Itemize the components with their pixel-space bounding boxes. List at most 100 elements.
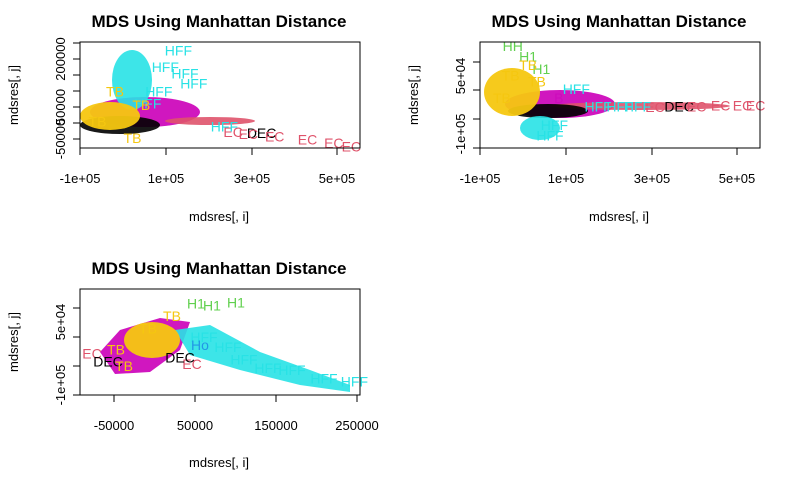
panel-3-cyan-cluster	[175, 325, 350, 392]
panel-2-y-axis-title: mdsres[, j]	[406, 65, 421, 125]
panel-1-x-tick-label: 5e+05	[319, 171, 356, 186]
panel-1-clouds	[80, 50, 255, 134]
panel-2-y-tick-label: 5e+04	[453, 58, 468, 95]
panel-1-red-streak	[165, 117, 255, 125]
panel-2-point-label: HFF	[584, 98, 611, 114]
panel-2-point-label: B	[554, 90, 563, 106]
panel-3-x-tick-label: 250000	[335, 418, 378, 433]
panel-2-cyan-cluster	[520, 116, 560, 140]
panel-3-point-label: H1	[187, 296, 205, 312]
panel-1-cyan-cluster	[112, 50, 152, 110]
panel-1-x-axis: -1e+05 1e+05 3e+05 5e+05	[60, 147, 356, 186]
panel-3-x-tick-label: -50000	[94, 418, 134, 433]
panel-2-point-label: EC	[687, 98, 706, 114]
panel-2-x-tick-label: 1e+05	[548, 171, 585, 186]
panel-1-x-tick-label: 1e+05	[148, 171, 185, 186]
panel-3-y-axis: -1e+05 5e+04	[53, 304, 81, 406]
panel-2-point-label: HFF	[536, 128, 563, 144]
panel-2-x-tick-label: -1e+05	[460, 171, 501, 186]
panel-3-point-label: HFF	[254, 360, 281, 376]
panel-3-point-label: TB	[115, 358, 133, 374]
panel-3-point-label: DEC	[93, 354, 123, 370]
panel-2-y-tick-label: -1e+05	[453, 114, 468, 155]
panel-1-x-tick-label: 3e+05	[234, 171, 271, 186]
panel-1-point-label: TB	[124, 130, 142, 146]
panel-2-point-label: TB	[528, 74, 546, 90]
panel-2-point-label: H1	[532, 61, 550, 77]
panel-1-point-label: EC	[298, 132, 317, 148]
panel-3-title: MDS Using Manhattan Distance	[91, 259, 346, 278]
panel-3-point-label: TB	[139, 321, 157, 337]
panel-1-y-tick-label: -50000	[53, 119, 68, 159]
panel-3-point-label: EC	[82, 345, 101, 361]
panel-2-title: MDS Using Manhattan Distance	[491, 12, 746, 31]
panel-1-y-axis-title: mdsres[, j]	[6, 65, 21, 125]
panel-2-point-label: EC	[645, 99, 664, 115]
panel-2-point-label: DEC	[664, 98, 694, 114]
panel-2-point-label: HFF	[624, 98, 651, 114]
panel-2-x-axis-title: mdsres[, i]	[589, 209, 649, 224]
panel-2-point-label: HFF	[563, 81, 590, 97]
panel-2-point-label: TB	[519, 57, 537, 73]
panel-1-point-label: EC	[324, 135, 343, 151]
panel-3-y-tick-label: -1e+05	[53, 365, 68, 406]
panel-1-point-label: TB	[106, 84, 124, 100]
panel-1-title: MDS Using Manhattan Distance	[91, 12, 346, 31]
panel-3-point-label: EC	[182, 356, 201, 372]
panel-2-gold-cluster	[484, 68, 540, 116]
panel-3-point-label: HFF	[230, 352, 257, 368]
panel-3-point-label: HFF	[278, 362, 305, 378]
panel-3: MDS Using Manhattan Distance HFFHFFHFFHF…	[6, 259, 379, 470]
panel-2-point-label: EC	[711, 98, 730, 114]
panel-3-x-axis-title: mdsres[, i]	[189, 455, 249, 470]
panel-2-point-label: H1	[519, 49, 537, 65]
panel-3-point-label: HFF	[341, 374, 368, 390]
panel-2-point-label: TB	[502, 67, 520, 83]
panel-1-point-label: HFF	[145, 84, 172, 100]
panel-2-point-label: HFF	[606, 98, 633, 114]
panel-3-y-tick-label: 5e+04	[53, 304, 68, 341]
panel-3-point-label: TB	[107, 341, 125, 357]
panel-1-point-label: HFF	[211, 119, 238, 135]
panel-2-point-label: HFF	[541, 117, 568, 133]
panel-1-y-tick-label: 200000	[53, 37, 68, 80]
panel-1-point-label: EC	[265, 128, 284, 144]
panel-2-x-axis: -1e+05 1e+05 3e+05 5e+05	[460, 147, 755, 186]
panel-1-point-label: DEC	[247, 125, 277, 141]
panel-3-point-label: Ho	[191, 337, 209, 353]
panel-1-point-label: HFF	[152, 59, 179, 75]
panel-2-x-tick-label: 3e+05	[634, 171, 671, 186]
panel-2-y-axis: -1e+05 5e+04	[453, 58, 481, 155]
panel-3-gold-cluster	[124, 322, 180, 358]
panel-3-x-axis: -50000 50000 150000 250000	[94, 394, 379, 433]
panel-2-red-streak	[550, 102, 730, 110]
panel-1-gold-cluster	[80, 102, 140, 130]
panel-3-y-axis-title: mdsres[, j]	[6, 312, 21, 372]
panel-3-point-label: TB	[163, 308, 181, 324]
panel-1-point-label: EC	[342, 138, 361, 154]
panel-3-point-label: HFF	[190, 329, 217, 345]
panel-1-x-tick-label: -1e+05	[60, 171, 101, 186]
panel-1-point-label: HFF	[180, 75, 207, 91]
panel-1-point-label: HFF	[134, 95, 161, 111]
panel-1-x-axis-title: mdsres[, i]	[189, 209, 249, 224]
panel-3-point-label: H1	[227, 294, 245, 310]
panel-3-point-label: HFF	[214, 339, 241, 355]
panel-2-point-label: TB	[493, 90, 511, 106]
panel-3-point-label: DEC	[165, 350, 195, 366]
panel-1-point-label: EC	[239, 126, 258, 142]
panel-1-y-axis: -50000 50000 200000	[53, 37, 81, 159]
panel-3-point-label: HFF	[310, 370, 337, 386]
panel-3-point-label: H1	[203, 298, 221, 314]
panel-1-point-label: EC	[223, 124, 242, 140]
panel-3-x-tick-label: 50000	[177, 418, 213, 433]
panel-1-point-label: HFF	[165, 42, 192, 58]
panel-1-y-tick-label: 50000	[53, 89, 68, 125]
panel-1-point-label: HFF	[171, 66, 198, 82]
panel-1-point-label: TB	[132, 97, 150, 113]
